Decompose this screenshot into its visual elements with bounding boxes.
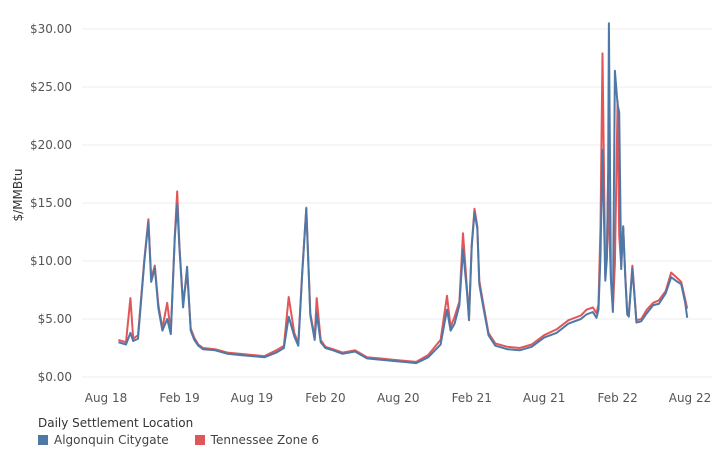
series-line-algonquin-citygate [118, 22, 689, 365]
x-tick-label: Aug 20 [377, 391, 420, 405]
x-tick-label: Aug 19 [231, 391, 274, 405]
legend-label-tennessee: Tennessee Zone 6 [210, 433, 320, 447]
y-tick-label: $5.00 [38, 312, 72, 326]
y-axis-title: $/MMBtu [11, 169, 25, 222]
y-tick-label: $0.00 [38, 370, 72, 384]
legend-label-algonquin: Algonquin Citygate [54, 433, 169, 447]
legend-swatch-tennessee [194, 435, 205, 445]
y-axis-ticks: $0.00 $5.00 $10.00 $15.00 $20.00 $25.00 $30.00 [30, 22, 72, 384]
legend: Daily Settlement Location Algonquin City… [38, 416, 319, 447]
legend-title: Daily Settlement Location [38, 416, 194, 430]
y-tick-label: $20.00 [30, 138, 72, 152]
x-tick-label: Aug 22 [669, 391, 712, 405]
y-tick-label: $30.00 [30, 22, 72, 36]
legend-item-algonquin[interactable]: Algonquin Citygate [38, 433, 169, 447]
legend-item-tennessee[interactable]: Tennessee Zone 6 [194, 433, 320, 447]
x-tick-label: Feb 20 [305, 391, 345, 405]
x-tick-label: Aug 18 [85, 391, 128, 405]
y-tick-label: $25.00 [30, 80, 72, 94]
x-axis-ticks: Aug 18 Feb 19 Aug 19 Feb 20 Aug 20 Feb 21 Aug … [85, 391, 712, 405]
legend-swatch-algonquin [38, 435, 48, 445]
gridlines [82, 28, 712, 378]
series-lines [118, 22, 689, 365]
legend-items: Algonquin Citygate Tennessee Zone 6 [38, 433, 319, 447]
x-tick-label: Feb 21 [452, 391, 492, 405]
y-tick-label: $10.00 [30, 254, 72, 268]
y-tick-label: $15.00 [30, 196, 72, 210]
x-tick-label: Feb 22 [597, 391, 637, 405]
x-tick-label: Feb 19 [159, 391, 199, 405]
x-tick-label: Aug 21 [523, 391, 566, 405]
